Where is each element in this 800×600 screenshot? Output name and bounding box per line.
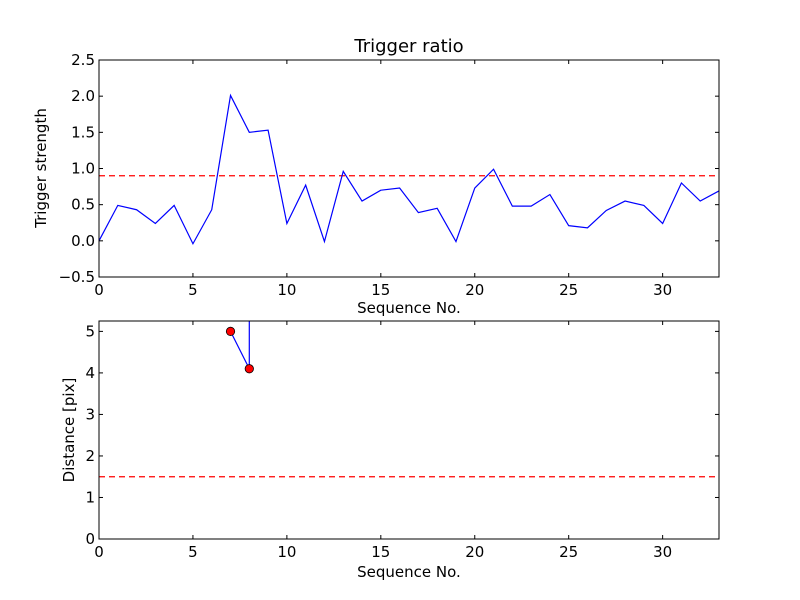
- top-plot-frame: [98, 59, 720, 278]
- top-x-tick-label: 30: [653, 281, 672, 299]
- top-x-axis-label: Sequence No.: [357, 299, 461, 317]
- bottom-y-tick-label: 2: [85, 447, 95, 465]
- top-y-tick-label: 1.0: [71, 160, 95, 178]
- bottom-y-tick-label: 1: [85, 488, 95, 506]
- top-plot: Trigger ratio 0 5 10 15 20 25 30 −0.5 0.0 0.5 1.0 1…: [32, 36, 720, 317]
- top-y-tick-label: 2.0: [71, 87, 95, 105]
- top-x-tick-label: 0: [94, 281, 104, 299]
- top-y-tick-label: 1.5: [71, 123, 95, 141]
- top-x-tick-label: 5: [188, 281, 198, 299]
- top-plot-title: Trigger ratio: [353, 36, 463, 57]
- bottom-y-axis-label: Distance [pix]: [60, 378, 78, 483]
- bottom-x-tick-label: 25: [559, 543, 578, 561]
- top-y-tick-label: 0.5: [71, 196, 95, 214]
- bottom-y-tick-label: 4: [85, 364, 95, 382]
- bottom-plot-frame: [98, 320, 720, 540]
- top-x-tick-label: 25: [559, 281, 578, 299]
- bottom-y-tick-label: 5: [85, 322, 95, 340]
- bottom-series-line: [229, 321, 250, 370]
- bottom-y-tick-label: 3: [85, 405, 95, 423]
- bottom-y-tick-label: 0: [85, 530, 95, 548]
- top-x-tick-label: 20: [465, 281, 484, 299]
- top-y-tick-label: 0.0: [71, 232, 95, 250]
- bottom-x-tick-label: 30: [653, 543, 672, 561]
- top-x-tick-label: 10: [277, 281, 296, 299]
- bottom-plot: 0 5 10 15 20 25 30 0 1 2 3 4 5 Sequence No. Distance…: [60, 320, 720, 581]
- bottom-x-tick-label: 10: [277, 543, 296, 561]
- top-y-tick-label: −0.5: [59, 268, 95, 286]
- bottom-x-tick-label: 5: [188, 543, 198, 561]
- bottom-x-tick-label: 15: [371, 543, 390, 561]
- top-y-axis-label: Trigger strength: [32, 108, 50, 229]
- bottom-x-tick-label: 0: [94, 543, 104, 561]
- top-x-tick-label: 15: [371, 281, 390, 299]
- bottom-x-axis-label: Sequence No.: [357, 563, 461, 581]
- top-y-tick-label: 2.5: [71, 51, 95, 69]
- bottom-x-tick-label: 20: [465, 543, 484, 561]
- bottom-data-point: [225, 326, 236, 336]
- top-series-line: [99, 93, 719, 246]
- bottom-data-point: [244, 364, 254, 374]
